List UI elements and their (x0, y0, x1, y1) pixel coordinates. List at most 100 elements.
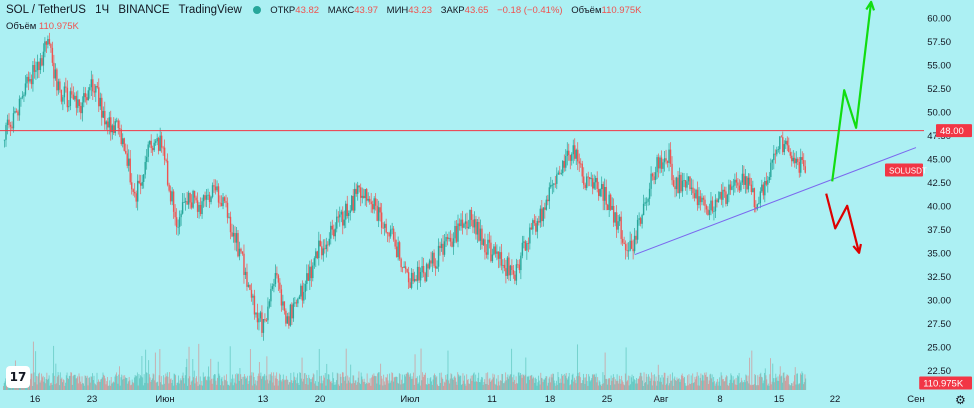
market-status-icon (253, 6, 261, 14)
volume-bar (738, 372, 740, 390)
gear-icon[interactable]: ⚙ (955, 393, 966, 407)
candle-body (144, 161, 146, 175)
volume-bar (89, 377, 90, 390)
volume-bar (330, 381, 332, 390)
candle-body (369, 198, 371, 202)
volume-bar (311, 378, 313, 390)
volume-bar (636, 383, 638, 390)
tradingview-logo[interactable]: 17 (6, 366, 30, 388)
price-tick-label: 52.50 (927, 84, 951, 95)
interval[interactable]: 1Ч (95, 4, 110, 16)
volume-bar (572, 373, 574, 390)
time-axis[interactable]: 16 23 Июн 13 20 Июл 11 18 25 Авг 8 15 22 Сен (30, 394, 925, 405)
candle-body (609, 194, 612, 210)
volume-legend-value: 110.975K (38, 21, 79, 32)
candle-body (575, 149, 577, 159)
candle-body (674, 186, 676, 190)
symbol-name[interactable]: SOL / TetherUS (6, 4, 86, 16)
candle-body (232, 232, 235, 237)
volume-bar (743, 382, 745, 390)
volume-bar (633, 379, 635, 390)
volume-bar (386, 374, 388, 390)
volume-bar (690, 375, 692, 390)
volume-bar (516, 383, 518, 390)
candle-body (710, 200, 712, 211)
volume-bar (190, 384, 191, 390)
volume-bar (65, 375, 67, 390)
candle-body (455, 226, 458, 242)
volume-bar (465, 385, 467, 390)
candle-body (377, 207, 380, 221)
candle-body (557, 172, 559, 175)
candle-body (183, 202, 185, 203)
volume-bar (487, 372, 489, 390)
volume-bar (699, 377, 701, 390)
candle-body (569, 155, 571, 161)
volume-bar (278, 380, 280, 390)
volume-bar (669, 383, 670, 390)
volume-bar (133, 383, 135, 390)
volume-bar (793, 381, 795, 390)
volume-bar (702, 375, 704, 390)
volume-bar (608, 378, 610, 390)
candle-body (12, 113, 15, 129)
candle-body (651, 173, 654, 177)
volume-bar (671, 380, 673, 390)
volume-bar (275, 378, 277, 390)
volume-bar (424, 375, 426, 390)
candle-body (437, 245, 440, 267)
volume-bar (58, 375, 60, 390)
volume-bar (270, 372, 272, 390)
candle-body (508, 257, 510, 276)
volume-bar (300, 372, 301, 390)
volume-bar (325, 385, 327, 390)
volume-bar (462, 373, 464, 390)
volume-bar (536, 385, 538, 390)
candle-body (262, 318, 265, 333)
candle-body (499, 252, 501, 259)
candle-body (18, 98, 21, 116)
volume-bar (529, 375, 531, 390)
volume-bar (124, 375, 126, 390)
volume-bar (703, 380, 705, 390)
volume-bar (180, 378, 182, 390)
volume-bar (103, 374, 105, 390)
volume-bar (705, 372, 707, 390)
volume-bar (118, 374, 120, 390)
candle-body (66, 87, 69, 108)
volume-bar (565, 375, 566, 390)
candle-body (135, 193, 137, 202)
volume-bar (175, 385, 177, 390)
candle-body (719, 192, 721, 199)
candle-body (668, 149, 670, 163)
volume-bar (633, 376, 635, 390)
candle-body (427, 264, 429, 269)
volume-bar (81, 376, 83, 390)
candle-body (376, 205, 378, 221)
volume-bar (568, 376, 569, 390)
volume-bar (115, 374, 117, 390)
volume-bar (564, 373, 566, 390)
volume-bar (678, 378, 679, 390)
volume-bar (785, 376, 787, 390)
volume-bar (143, 374, 145, 390)
candle-body (574, 145, 576, 159)
volume-bar (220, 385, 221, 390)
change-value: −0.18 (−0.41%) (497, 5, 563, 16)
volume-bar (350, 364, 352, 390)
volume-bar (351, 383, 353, 390)
volume-bar (525, 357, 527, 390)
volume-bar (187, 378, 189, 390)
candle-body (536, 221, 539, 232)
candle-body (783, 144, 785, 153)
candle-body (720, 192, 723, 200)
volume-bar (501, 373, 503, 390)
candle-body (545, 199, 548, 210)
candle-body (409, 282, 411, 288)
volume-bar (662, 384, 664, 390)
price-axis[interactable]: 22.5025.0027.5030.0032.5035.0037.5040.00… (927, 13, 951, 376)
volume-bar (625, 347, 627, 390)
candle-body (178, 217, 181, 227)
candle-body (434, 265, 437, 269)
